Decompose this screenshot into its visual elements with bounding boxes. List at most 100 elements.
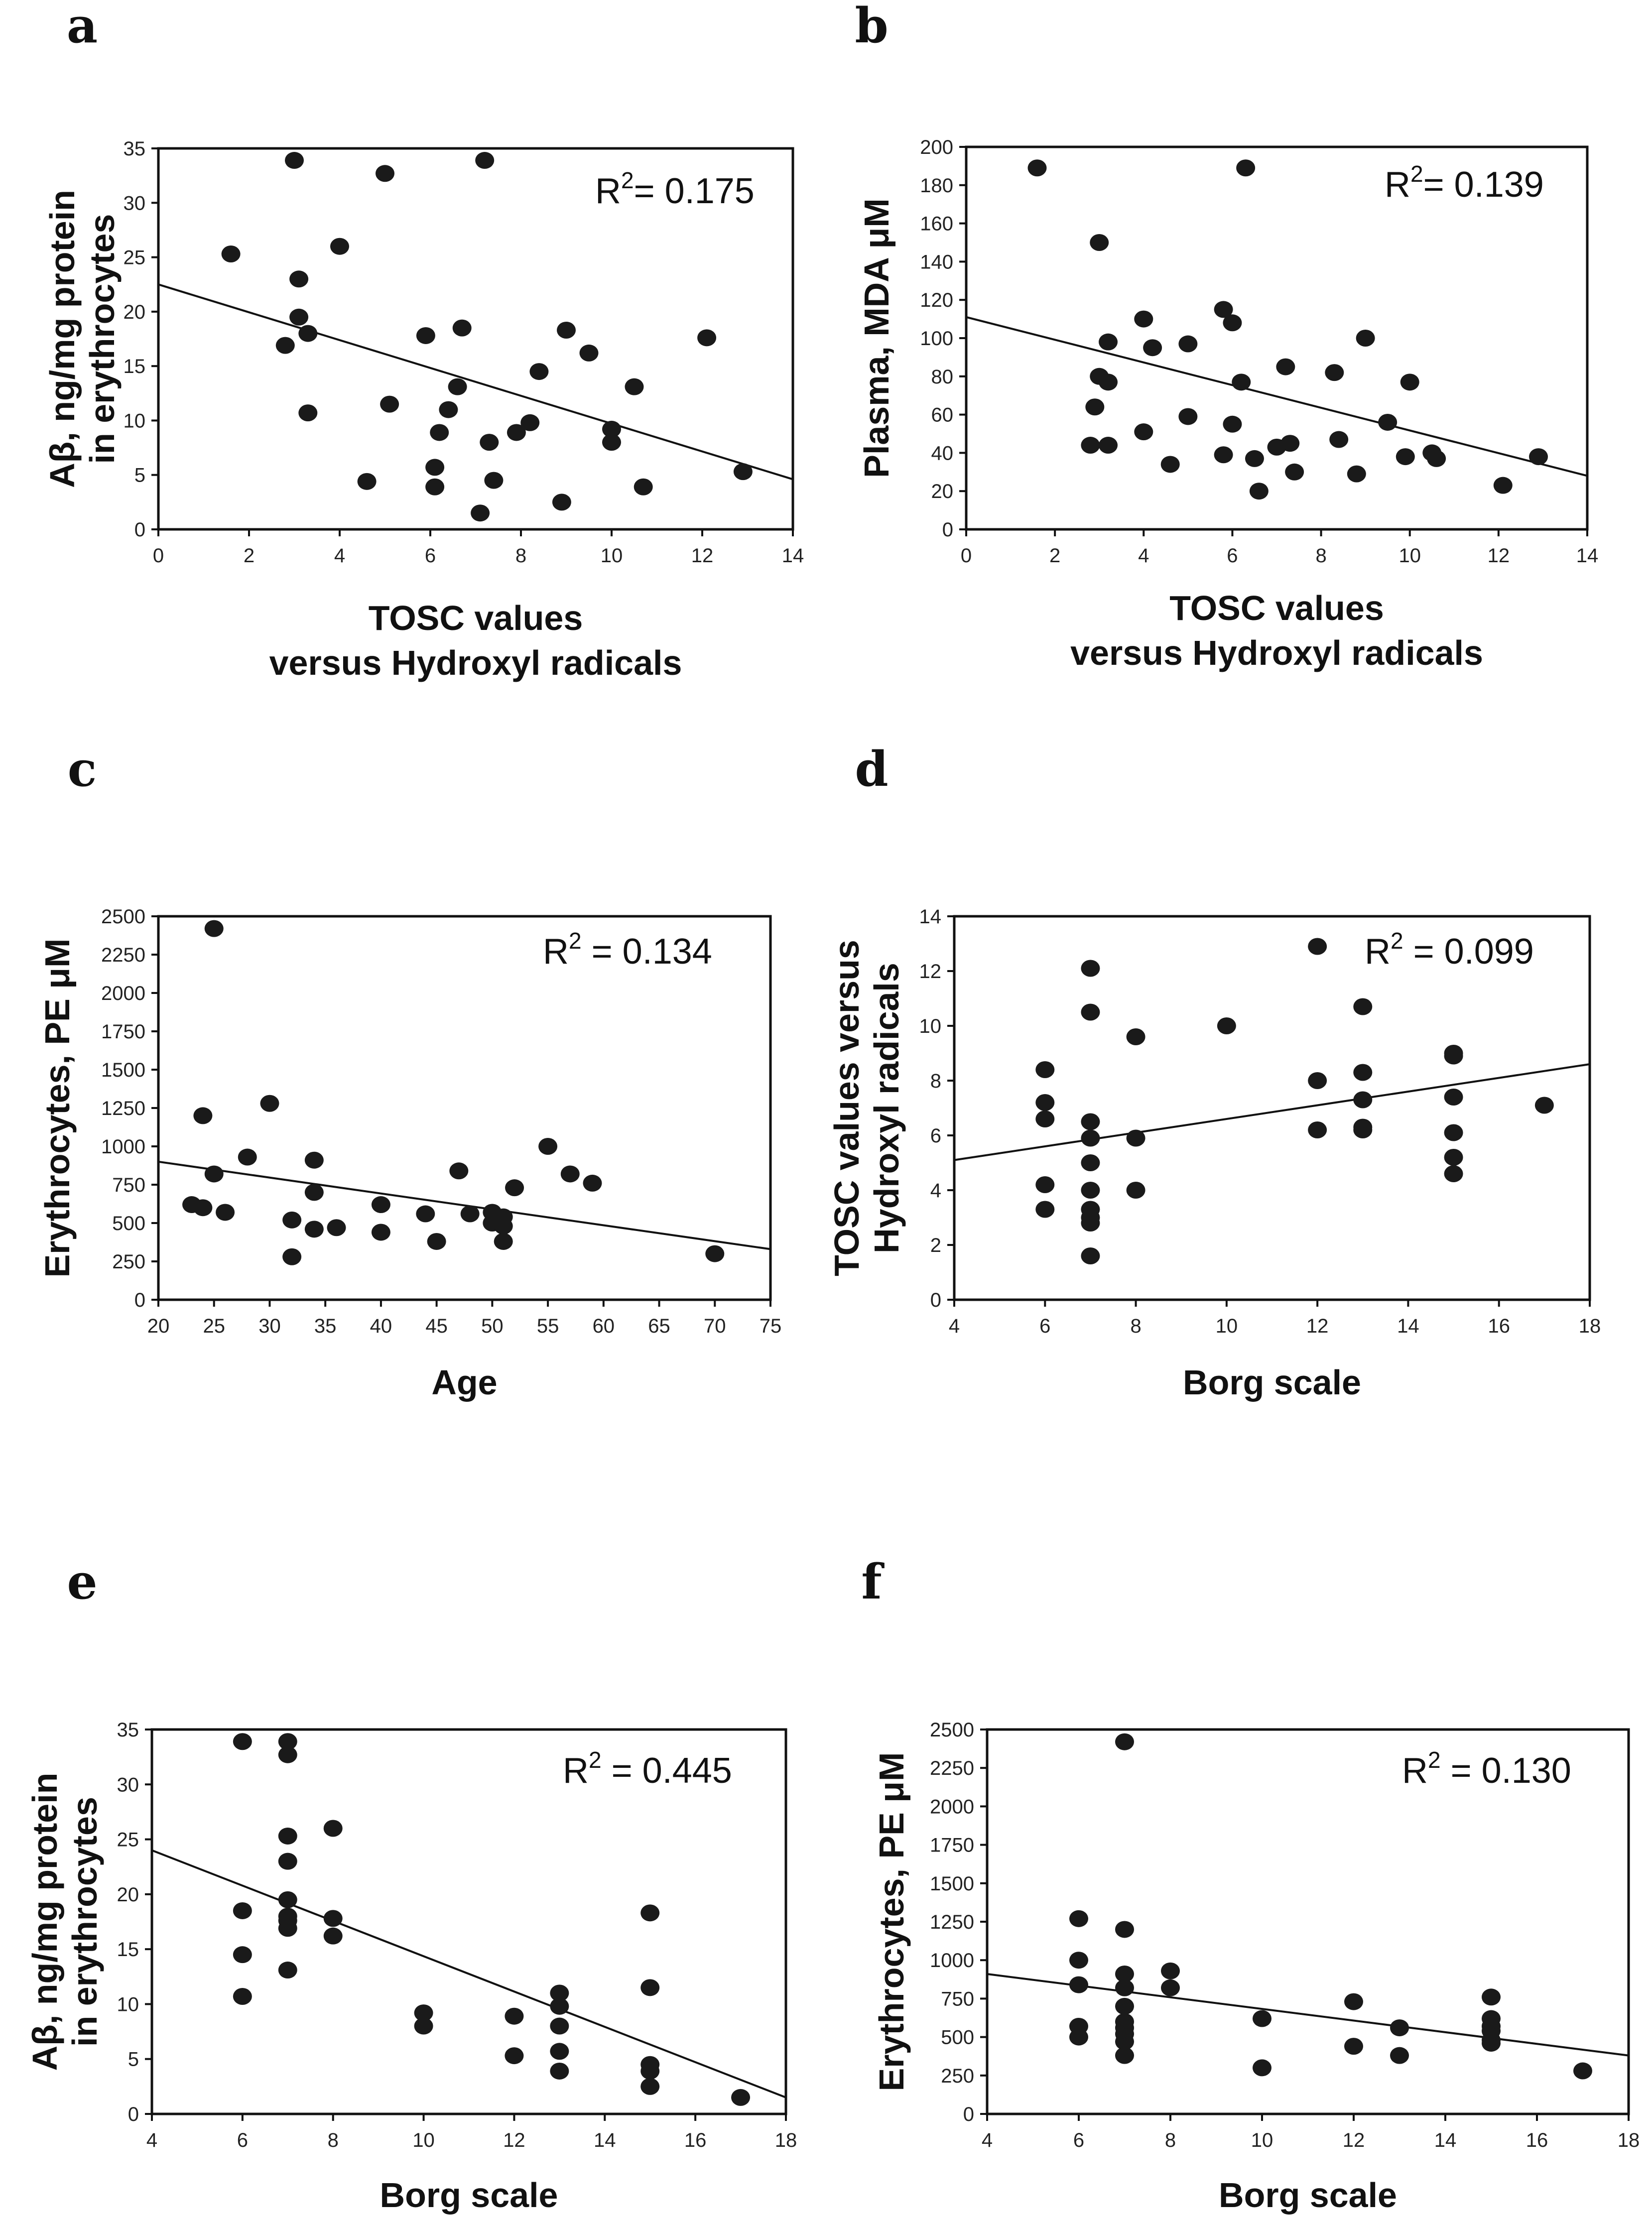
data-point: [583, 1174, 602, 1192]
y-tick-label: 20: [931, 481, 954, 502]
data-point: [550, 2062, 569, 2080]
panel-letter: f: [861, 1554, 885, 1610]
data-point: [278, 1733, 297, 1750]
x-tick-label: 2: [244, 545, 254, 567]
y-tick-label: 180: [920, 175, 953, 197]
data-point: [1344, 1993, 1363, 2010]
data-point: [1280, 435, 1300, 452]
data-point: [1249, 483, 1269, 500]
data-point: [278, 1827, 297, 1845]
r-squared-label: R2= 0.139: [1385, 161, 1544, 205]
x-tick-label: 55: [537, 1315, 559, 1337]
data-point: [416, 327, 435, 344]
y-tick-label: 1750: [101, 1021, 145, 1043]
x-tick-label: 12: [1343, 2129, 1365, 2151]
data-point: [640, 1904, 660, 1922]
data-point: [1069, 1910, 1088, 1927]
panel-letter: a: [67, 0, 98, 54]
x-tick-label: 12: [1488, 545, 1510, 567]
data-point: [1493, 477, 1513, 494]
data-point: [304, 1221, 324, 1238]
data-point: [640, 2062, 660, 2080]
y-tick-label: 35: [124, 138, 146, 160]
data-point: [1081, 1247, 1100, 1264]
y-tick-label: 12: [919, 961, 942, 983]
data-point: [304, 1151, 324, 1169]
plot-frame: [157, 915, 772, 1301]
panel-c: c20 25 30 35 40 45 50 55 60 65 70 75025050075010001…: [38, 741, 781, 1402]
data-point: [323, 1927, 343, 1945]
data-point: [380, 395, 399, 413]
data-point: [1115, 2033, 1134, 2050]
x-tick-label: 20: [147, 1315, 170, 1337]
y-axis-title: TOSC values versus: [827, 940, 866, 1276]
data-point: [1134, 310, 1153, 328]
data-point: [1081, 960, 1100, 977]
x-tick-label: 6: [1073, 2129, 1084, 2151]
x-axis-title: Age: [431, 1363, 497, 1402]
data-point: [1085, 398, 1105, 416]
y-tick-label: 10: [124, 410, 146, 432]
panel-f: f 4 6 8 10 12 14 16 18 0 250 500 750 1000 1250 1500 1750…: [861, 1554, 1640, 2215]
x-tick-label: 14: [1397, 1315, 1419, 1337]
y-tick-label: 60: [931, 404, 954, 426]
panel-letter: e: [67, 1554, 97, 1610]
data-point: [471, 504, 490, 522]
panel-d: d 4 6 8 10 12 14 16 18 0 2 4 6 8 10 12 14 Borg scale TOSC …: [827, 741, 1601, 1402]
y-tick-label: 250: [941, 2065, 974, 2087]
data-point: [452, 319, 472, 337]
data-point: [216, 1204, 235, 1221]
data-point: [579, 344, 599, 362]
data-point: [427, 1233, 446, 1250]
data-point: [1099, 437, 1118, 454]
x-tick-label: 18: [775, 2129, 797, 2151]
data-point: [1444, 1165, 1463, 1182]
data-point: [1353, 998, 1373, 1015]
data-point: [1276, 358, 1295, 375]
y-tick-label: 0: [963, 2103, 974, 2125]
data-point: [507, 424, 526, 441]
x-tick-label: 2: [1049, 545, 1060, 567]
x-tick-label: 8: [328, 2129, 339, 2151]
data-point: [1035, 1111, 1055, 1127]
x-tick-label: 12: [503, 2129, 525, 2151]
y-tick-label: 15: [124, 356, 146, 377]
x-axis-title: Borg scale: [1219, 2176, 1397, 2215]
x-tick-label: 65: [648, 1315, 670, 1337]
data-point: [1115, 1997, 1134, 2015]
x-tick-label: 30: [258, 1315, 281, 1337]
x-tick-label: 10: [1251, 2129, 1273, 2151]
data-point: [1308, 1072, 1327, 1089]
x-tick-label: 10: [1398, 545, 1421, 567]
data-point: [371, 1224, 390, 1241]
x-tick-label: 4: [146, 2129, 157, 2151]
x-tick-label: 4: [982, 2129, 993, 2151]
y-axis-title: in erythrocytes: [83, 214, 122, 464]
data-point: [731, 2089, 751, 2106]
x-tick-label: 40: [370, 1315, 392, 1337]
data-point: [1427, 450, 1446, 467]
data-point: [550, 1997, 569, 2015]
data-point: [538, 1138, 558, 1155]
x-tick-label: 50: [481, 1315, 504, 1337]
x-axis-title: versus Hydroxyl radicals: [269, 643, 682, 682]
y-tick-label: 1250: [101, 1098, 145, 1119]
y-tick-label: 200: [920, 136, 953, 158]
data-point: [1027, 159, 1047, 177]
y-tick-label: 250: [112, 1251, 145, 1273]
y-tick-label: 100: [920, 328, 953, 350]
x-tick-label: 16: [684, 2129, 707, 2151]
data-point: [449, 1162, 469, 1180]
data-point: [233, 1733, 252, 1750]
data-point: [1099, 333, 1118, 351]
data-point: [1245, 450, 1264, 467]
data-point: [520, 414, 540, 431]
data-point: [1308, 1121, 1327, 1138]
data-point: [505, 1179, 524, 1197]
x-tick-label: 25: [203, 1315, 225, 1337]
y-tick-label: 0: [134, 519, 145, 541]
data-point: [238, 1148, 257, 1166]
y-axis-title: Aβ, ng/mg protein: [43, 190, 82, 488]
panel-letter: d: [855, 741, 888, 797]
x-tick-label: 18: [1618, 2129, 1640, 2151]
